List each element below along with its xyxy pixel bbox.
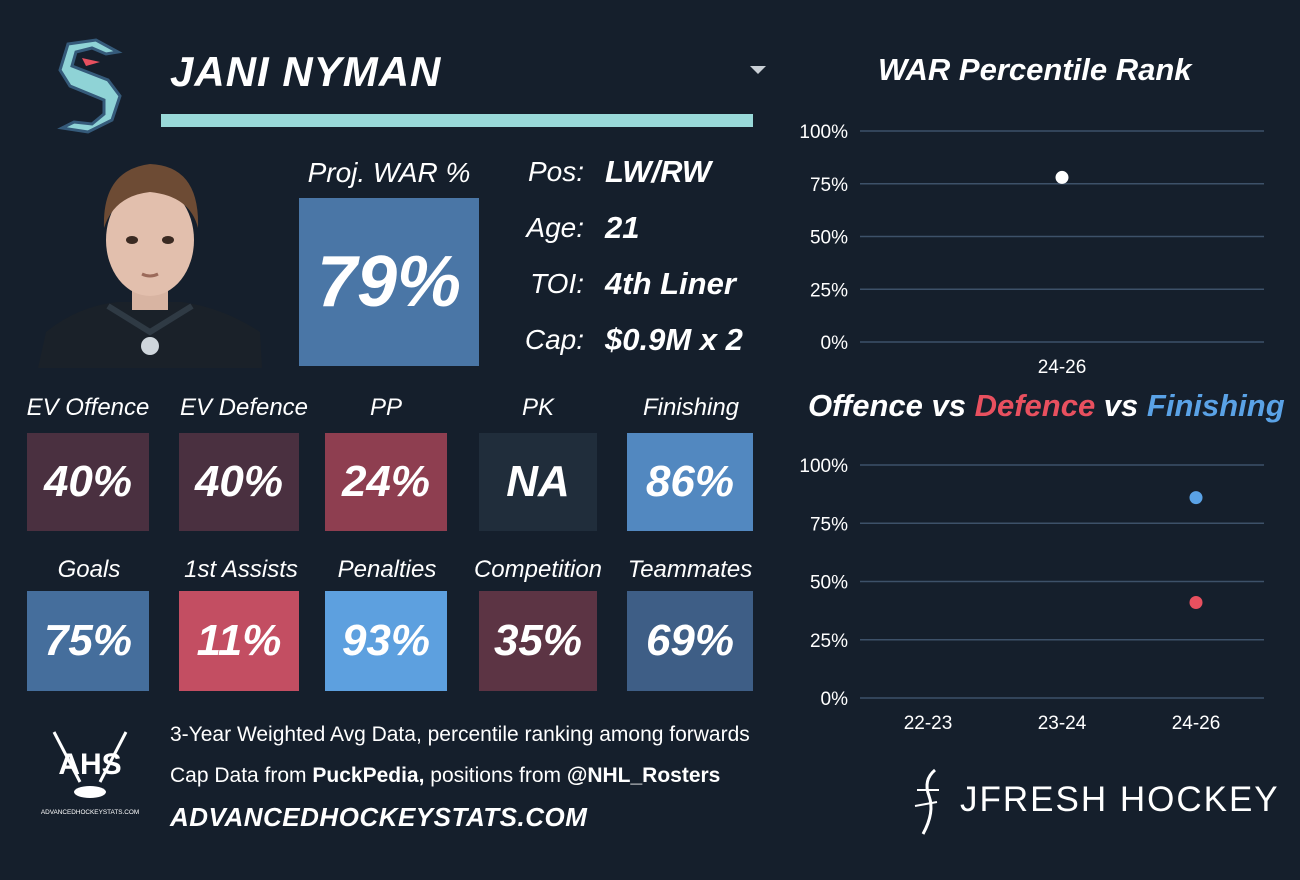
teammates-label: Teammates — [627, 556, 753, 583]
goals-value: 75% — [27, 591, 149, 691]
cap-value: $0.9M x 2 — [605, 322, 743, 357]
player-photo — [38, 156, 262, 368]
brand-name: JFRESH HOCKEY — [960, 780, 1280, 819]
war-percentile-chart: 0% 25% 50% 75% 100% 24-26 — [799, 122, 1264, 378]
data-point — [1189, 491, 1203, 505]
age-label: Age: — [526, 212, 584, 243]
finishing-label: Finishing — [642, 394, 740, 421]
y-tick-label: 0% — [821, 689, 849, 710]
y-tick-label: 100% — [799, 456, 848, 477]
age-value: 21 — [605, 210, 640, 245]
y-tick-label: 75% — [810, 175, 848, 196]
footnote-positions: positions from — [424, 764, 567, 787]
pos-label: Pos: — [527, 156, 584, 187]
y-tick-label: 100% — [799, 122, 848, 143]
ev-offence-label: EV Offence — [26, 394, 150, 421]
ev-defence-value: 40% — [179, 433, 299, 531]
pos-value: LW/RW — [605, 154, 712, 189]
ovd-title-vs-1: vs — [922, 388, 975, 423]
penalties-value: 93% — [325, 591, 447, 691]
name-underline — [161, 114, 753, 127]
y-tick-label: 50% — [810, 573, 848, 594]
data-point — [1055, 170, 1069, 184]
x-tick-label: 23-24 — [1038, 713, 1087, 734]
toi-value: 4th Liner — [605, 266, 736, 301]
ovd-title-defence: Defence — [974, 388, 1096, 423]
ev-offence-value: 40% — [27, 433, 149, 531]
cap-label: Cap: — [524, 324, 584, 355]
y-tick-label: 25% — [810, 631, 848, 652]
first-assists-label: 1st Assists — [184, 556, 298, 583]
y-tick-label: 75% — [810, 514, 848, 535]
x-tick-label: 22-23 — [904, 713, 953, 734]
proj-war-value: 79% — [299, 198, 479, 366]
footnote-sources: Cap Data from PuckPedia, positions from … — [170, 764, 720, 788]
y-tick-label: 25% — [810, 280, 848, 301]
y-tick-label: 0% — [821, 333, 849, 354]
ovd-title-vs-2: vs — [1095, 388, 1147, 423]
ahs-logo-text: AHS — [58, 748, 121, 781]
pp-value: 24% — [325, 433, 447, 531]
y-tick-label: 50% — [810, 228, 848, 249]
finishing-value: 86% — [627, 433, 753, 531]
x-tick-label: 24-26 — [1038, 357, 1087, 378]
ahs-logo: AHS ADVANCEDHOCKEYSTATS.COM — [40, 726, 140, 822]
ev-defence-label: EV Defence — [179, 394, 309, 421]
jfresh-logo — [905, 766, 949, 838]
site-url[interactable]: ADVANCEDHOCKEYSTATS.COM — [170, 802, 588, 832]
proj-war-label: Proj. WAR % — [307, 157, 471, 188]
ahs-logo-small-text: ADVANCEDHOCKEYSTATS.COM — [41, 809, 139, 816]
ovd-title-finishing: Finishing — [1146, 388, 1285, 423]
war-chart-title: WAR Percentile Rank — [878, 52, 1192, 87]
teammates-value: 69% — [627, 591, 753, 691]
team-logo — [48, 36, 132, 138]
chevron-down-icon[interactable] — [750, 66, 766, 74]
first-assists-value: 11% — [179, 591, 299, 691]
offence-defence-finishing-chart: 0% 25% 50% 75% 100% 22-23 23-24 24-26 — [799, 456, 1264, 734]
pk-label: PK — [521, 394, 554, 421]
penalties-label: Penalties — [337, 556, 437, 583]
pk-value: NA — [479, 433, 597, 531]
toi-label: TOI: — [530, 268, 584, 299]
goals-label: Goals — [57, 556, 121, 583]
footnote-data: 3-Year Weighted Avg Data, percentile ran… — [170, 723, 750, 746]
ovd-title-offence: Offence — [808, 388, 923, 423]
nhl-rosters-link[interactable]: @NHL_Rosters — [566, 764, 721, 787]
player-name: JANI NYMAN — [170, 48, 442, 95]
pp-label: PP — [369, 394, 402, 421]
ovd-chart-title: Offence vs Defence vs Finishing — [808, 388, 1285, 424]
puckpedia-link[interactable]: PuckPedia, — [312, 764, 425, 787]
competition-value: 35% — [479, 591, 597, 691]
x-tick-label: 24-26 — [1172, 713, 1221, 734]
footnote-cap-prefix: Cap Data from — [170, 764, 313, 787]
data-point — [1189, 595, 1203, 609]
competition-label: Competition — [473, 556, 603, 583]
